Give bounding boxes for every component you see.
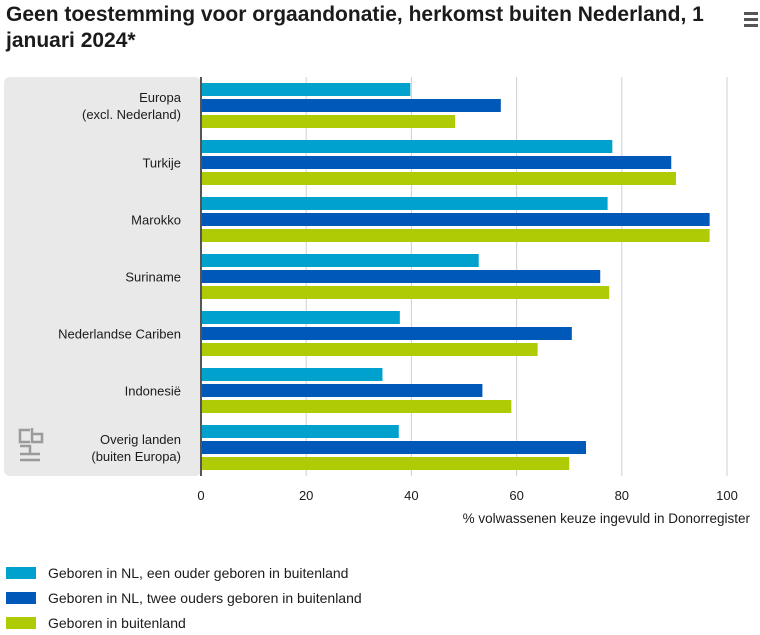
bar [201, 140, 613, 153]
bar [201, 213, 710, 226]
category-label: Marokko [131, 213, 181, 228]
chart-title: Geen toestemming voor orgaandonatie, her… [6, 3, 704, 52]
legend-label: Geboren in NL, twee ouders geboren in bu… [48, 589, 362, 606]
bar [201, 270, 601, 283]
category-label: Suriname [125, 270, 181, 285]
bar [201, 83, 411, 96]
legend-swatch [6, 591, 36, 604]
legend-swatch [6, 566, 36, 579]
bar [201, 425, 399, 438]
x-tick-label: 0 [197, 488, 204, 503]
category-label: Nederlandse Cariben [58, 327, 181, 342]
category-label: Indonesië [125, 384, 181, 399]
legend-swatch [6, 616, 36, 629]
bar [201, 115, 456, 128]
legend-item[interactable]: Geboren in NL, twee ouders geboren in bu… [6, 585, 362, 610]
hamburger-menu-icon[interactable] [744, 12, 758, 30]
bar [201, 172, 676, 185]
bar-chart: Europa (excl. Nederland) Turkije Marokko Sur… [4, 77, 751, 526]
x-tick-label: 100 [716, 488, 738, 503]
legend-item[interactable]: Geboren in buitenland [6, 610, 362, 635]
bar [201, 156, 672, 169]
legend-label: Geboren in buitenland [48, 614, 186, 631]
x-tick-label: 40 [404, 488, 418, 503]
legend-item[interactable]: Geboren in NL, een ouder geboren in buit… [6, 560, 362, 585]
bar [201, 457, 570, 470]
bar [201, 384, 483, 397]
bar [201, 197, 608, 210]
category-label: (buiten Europa) [91, 449, 181, 464]
bar [201, 343, 538, 356]
x-tick-label: 20 [299, 488, 313, 503]
x-axis-title: % volwassenen keuze ingevuld in Donorreg… [463, 511, 751, 526]
bar [201, 286, 610, 299]
bar [201, 327, 572, 340]
x-tick-label: 80 [615, 488, 629, 503]
label-panel [4, 77, 201, 476]
cbs-logo [18, 428, 44, 462]
x-tick-label: 60 [509, 488, 523, 503]
chart-legend: Geboren in NL, een ouder geboren in buit… [6, 560, 362, 635]
category-label: Overig landen [100, 432, 181, 447]
bar [201, 254, 479, 267]
category-label: Europa [139, 90, 182, 105]
category-label: Turkije [142, 156, 181, 171]
bar [201, 229, 710, 242]
bar [201, 441, 587, 454]
bar [201, 311, 400, 324]
bar [201, 400, 512, 413]
category-label: (excl. Nederland) [82, 107, 181, 122]
bar [201, 99, 501, 112]
bar [201, 368, 383, 381]
legend-label: Geboren in NL, een ouder geboren in buit… [48, 564, 349, 581]
